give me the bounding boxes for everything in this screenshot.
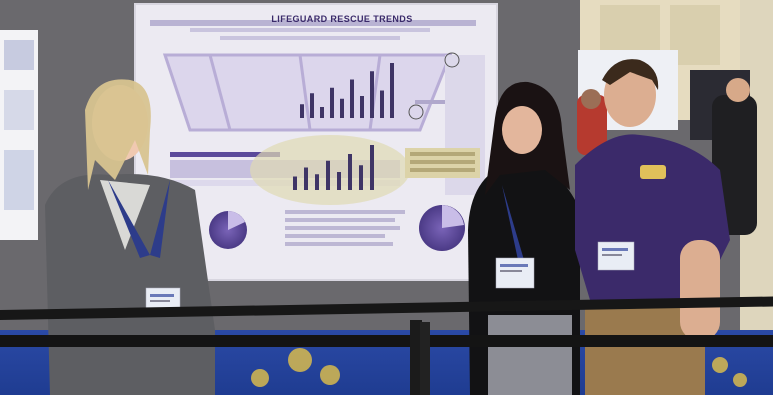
poster-bar — [380, 90, 384, 118]
poster-bar — [348, 154, 352, 190]
poster-bar — [370, 145, 374, 190]
poster-bar — [300, 104, 304, 118]
grey-pants-middle — [488, 315, 572, 395]
stanchion-barrier — [0, 296, 773, 395]
poster-bar-chart-top — [300, 63, 394, 118]
stanchion-post — [410, 320, 422, 395]
person-right-purple-polo — [575, 59, 730, 395]
poster-bar — [304, 167, 308, 190]
poster-bar-chart-middle — [293, 145, 374, 190]
poster-bar — [350, 79, 354, 118]
poster-bar — [337, 172, 341, 190]
shirt-logo-emblem — [640, 165, 666, 179]
poster-bar — [293, 176, 297, 190]
background-person-red-shirt — [577, 95, 607, 155]
poster-bar — [340, 98, 344, 118]
poster-bar — [320, 107, 324, 118]
poster-title: LIFEGUARD RESCUE TRENDS — [271, 14, 413, 24]
poster-bar — [370, 71, 374, 118]
poster-bar — [326, 160, 330, 190]
poster-table-header — [170, 152, 280, 157]
poster-bar — [315, 174, 319, 190]
poster-bar — [360, 96, 364, 118]
name-badge-middle — [495, 257, 535, 289]
poster-content — [150, 20, 485, 251]
poster-bar — [310, 93, 314, 118]
poster-bar — [390, 63, 394, 118]
poster-bar — [330, 87, 334, 118]
poster-bar — [359, 165, 363, 190]
